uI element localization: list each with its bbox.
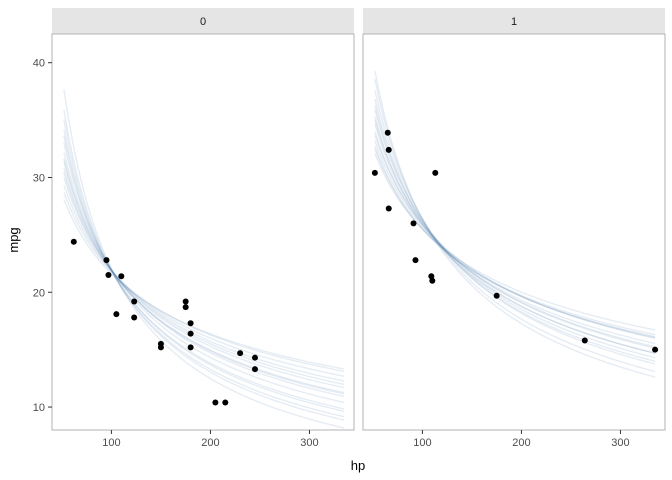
y-tick-label: 10 (33, 402, 45, 414)
curve-group (63, 89, 345, 429)
posterior-curve (63, 89, 345, 429)
curve-group (374, 70, 656, 378)
posterior-curve (374, 120, 656, 349)
data-point (70, 238, 77, 245)
posterior-curve (63, 167, 345, 389)
facet-strip-label: 0 (200, 16, 206, 28)
data-point (237, 350, 244, 357)
data-point (157, 344, 164, 351)
data-point (493, 292, 500, 299)
y-tick-label: 30 (33, 172, 45, 184)
posterior-curve (374, 116, 656, 354)
x-tick-label: 100 (102, 437, 120, 449)
x-tick-label: 200 (512, 437, 530, 449)
data-point (131, 314, 138, 321)
posterior-curve (374, 148, 656, 336)
panel-border (51, 33, 355, 431)
posterior-curve (63, 152, 345, 398)
posterior-curve (374, 98, 656, 362)
data-point (412, 257, 419, 264)
data-point (187, 344, 194, 351)
facet-strip-label: 1 (511, 16, 517, 28)
data-point (212, 399, 219, 406)
posterior-curve (374, 90, 656, 365)
data-point (113, 311, 120, 318)
x-tick-label: 300 (611, 437, 629, 449)
data-point (384, 129, 391, 136)
data-point (371, 169, 378, 176)
data-point (410, 220, 417, 227)
posterior-curve (63, 192, 345, 372)
posterior-curve (374, 135, 656, 340)
data-point (581, 337, 588, 344)
posterior-curve (374, 109, 656, 355)
y-tick-label: 40 (33, 58, 45, 70)
data-point (182, 298, 189, 305)
data-point (385, 205, 392, 212)
data-point (222, 399, 229, 406)
posterior-curve (374, 104, 656, 359)
posterior-curve (374, 131, 656, 345)
panel-border (362, 33, 666, 431)
posterior-curve (63, 172, 345, 386)
posterior-curve (374, 140, 656, 339)
y-tick-label: 20 (33, 287, 45, 299)
data-point (429, 277, 436, 284)
posterior-curve (63, 142, 345, 404)
posterior-curve (374, 70, 656, 378)
posterior-curve (374, 124, 656, 348)
x-tick-label: 300 (300, 437, 318, 449)
posterior-curve (63, 177, 345, 382)
data-point (385, 146, 392, 153)
posterior-curve (63, 135, 345, 410)
data-point (251, 366, 258, 373)
posterior-curve (63, 184, 345, 377)
data-point (131, 298, 138, 305)
data-point (187, 320, 194, 327)
x-tick-label: 100 (413, 437, 431, 449)
posterior-curve (63, 158, 345, 395)
data-point (428, 273, 435, 280)
y-axis-title: mpg (6, 227, 21, 252)
posterior-curve (63, 110, 345, 421)
data-point (118, 273, 125, 280)
data-point (251, 354, 258, 361)
data-point (432, 169, 439, 176)
posterior-curve (374, 145, 656, 338)
posterior-curve (374, 78, 656, 373)
data-point (187, 330, 194, 337)
posterior-curve (374, 153, 656, 331)
data-point (182, 304, 189, 311)
facet-panel-0: 0 (51, 8, 355, 431)
data-point (652, 346, 659, 353)
facet-panel-1: 1 (362, 8, 666, 431)
data-point (103, 257, 110, 264)
facet-strip (52, 8, 354, 34)
posterior-curve (63, 119, 345, 418)
facet-strip (363, 8, 665, 34)
x-axis-title: hp (351, 458, 365, 473)
data-point (105, 272, 112, 279)
posterior-curve (63, 129, 345, 412)
posterior-curve (63, 161, 345, 394)
x-tick-label: 200 (201, 437, 219, 449)
